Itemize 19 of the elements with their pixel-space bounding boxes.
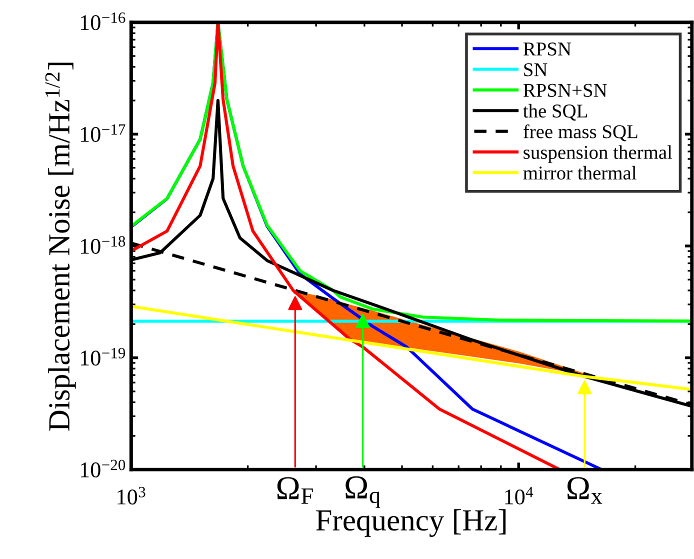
legend-label: SN — [524, 63, 548, 76]
legend-label: the SQL — [523, 104, 588, 121]
legend-label: mirror thermal — [523, 166, 636, 180]
y-tick-label: 10$^{−20}$ — [80, 460, 126, 478]
x-tick-label: 10$^{4}$ — [505, 486, 534, 504]
annotation: Ω$_{x}$ — [568, 477, 602, 504]
y-tick-label: 10$^{−16}$ — [80, 12, 126, 30]
y-axis-title: Displacement Noise [m/Hz$^{1/2}$] — [45, 62, 76, 431]
annotation: Ω$_{q}$ — [346, 476, 380, 508]
annotation: Ω$_{F}$ — [277, 477, 313, 504]
legend-label: suspension thermal — [524, 145, 672, 163]
legend-label: RPSN — [523, 42, 572, 56]
y-tick-label: 10$^{−19}$ — [80, 348, 126, 366]
legend-label: RPSN+SN — [523, 84, 607, 97]
y-tick-label: 10$^{−18}$ — [80, 236, 126, 254]
x-tick-label: 10$^{3}$ — [118, 486, 146, 505]
y-tick-label: 10$^{−17}$ — [80, 124, 126, 142]
legend-label: free mass SQL — [523, 124, 638, 142]
x-axis-title: Frequency [Hz] — [316, 509, 506, 537]
